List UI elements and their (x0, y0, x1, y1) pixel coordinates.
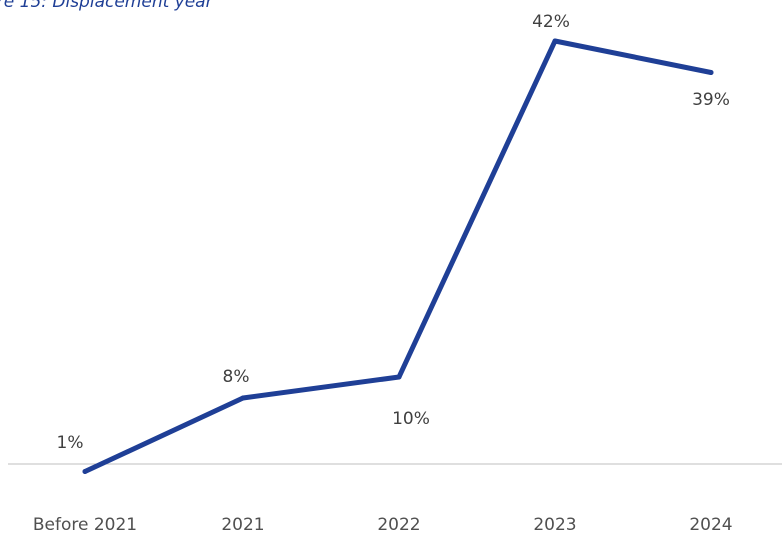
chart-title: ure 15: Displacement year (0, 0, 213, 12)
data-label-1: 8% (223, 367, 250, 387)
data-point-3 (552, 38, 558, 44)
series-layer (82, 38, 714, 474)
data-label-3: 42% (532, 12, 570, 32)
data-label-4: 39% (692, 90, 730, 110)
x-tick-label-3: 2023 (533, 515, 576, 535)
data-point-0 (82, 469, 88, 474)
x-tick-label-4: 2024 (689, 515, 732, 535)
data-label-layer: 1% 8% 10% 42% 39% (57, 12, 730, 453)
x-tick-label-1: 2021 (221, 515, 264, 535)
data-point-4 (708, 70, 714, 75)
series-line (82, 38, 714, 474)
data-label-2: 10% (392, 409, 430, 429)
x-tick-label-0: Before 2021 (33, 515, 137, 535)
x-tick-label-2: 2022 (377, 515, 420, 535)
data-label-0: 1% (57, 433, 84, 453)
data-point-2 (396, 374, 402, 380)
x-tick-layer: Before 2021 2021 2022 2023 2024 (33, 515, 733, 535)
data-point-1 (240, 395, 246, 401)
